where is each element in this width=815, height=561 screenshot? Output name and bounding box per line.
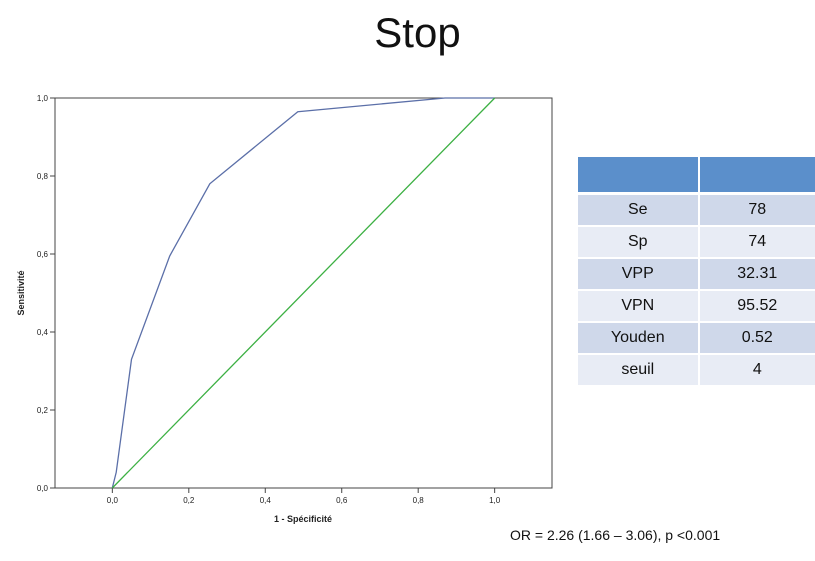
chart-series [111, 97, 496, 489]
y-tick-label: 0,2 [37, 406, 49, 415]
y-tick-label: 0,4 [37, 328, 49, 337]
x-axis-ticks: 0,0 0,2 0,4 0,6 0,8 1,0 [107, 488, 501, 505]
stats-row-sp: Sp 74 [578, 227, 815, 259]
stats-table: Se 78 Sp 74 VPP 32.31 VPN 95.52 Youden 0… [578, 157, 815, 387]
y-tick-label: 0,0 [37, 484, 49, 493]
stats-value: 74 [699, 227, 815, 259]
stats-label: Se [578, 195, 700, 227]
reference-diagonal-line [111, 97, 496, 489]
x-tick-label: 1,0 [489, 496, 501, 505]
stats-row-vpp: VPP 32.31 [578, 259, 815, 291]
stats-value: 95.52 [699, 291, 815, 323]
x-tick-label: 0,8 [413, 496, 425, 505]
y-tick-label: 0,6 [37, 250, 49, 259]
x-tick-label: 0,6 [336, 496, 348, 505]
stats-label: VPP [578, 259, 700, 291]
x-tick-label: 0,0 [107, 496, 119, 505]
y-tick-label: 0,8 [37, 172, 49, 181]
stats-header-cell-2 [699, 157, 815, 195]
stats-value: 4 [699, 355, 815, 387]
stats-value: 78 [699, 195, 815, 227]
stats-header-cell-1 [578, 157, 700, 195]
slide-title: Stop [374, 9, 461, 56]
stats-value: 0.52 [699, 323, 815, 355]
stats-row-vpn: VPN 95.52 [578, 291, 815, 323]
x-tick-label: 0,2 [183, 496, 195, 505]
stats-row-youden: Youden 0.52 [578, 323, 815, 355]
roc-curve-line [111, 97, 495, 489]
stats-row-se: Se 78 [578, 195, 815, 227]
stats-label: seuil [578, 355, 700, 387]
x-tick-label: 0,4 [260, 496, 272, 505]
stats-value: 32.31 [699, 259, 815, 291]
stats-label: VPN [578, 291, 700, 323]
stats-table-header-row [578, 157, 815, 195]
y-axis-ticks: 0,0 0,2 0,4 0,6 0,8 1,0 [37, 94, 55, 493]
y-tick-label: 1,0 [37, 94, 49, 103]
stats-row-seuil: seuil 4 [578, 355, 815, 387]
stats-label: Sp [578, 227, 700, 259]
x-axis-label: 1 - Spécificité [274, 514, 332, 524]
stats-label: Youden [578, 323, 700, 355]
y-axis-label: Sensitivité [16, 270, 26, 315]
odds-ratio-note: OR = 2.26 (1.66 – 3.06), p <0.001 [510, 527, 721, 543]
